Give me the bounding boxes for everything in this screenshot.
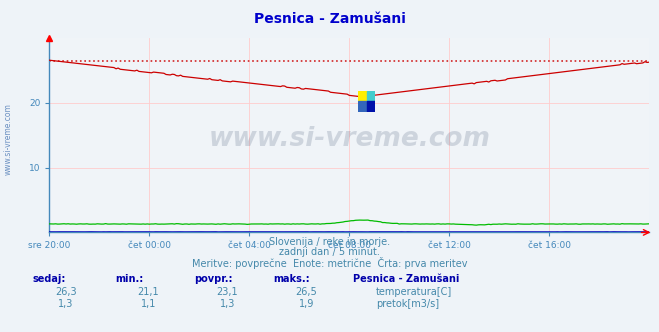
- Text: Slovenija / reke in morje.: Slovenija / reke in morje.: [269, 237, 390, 247]
- Text: 21,1: 21,1: [138, 287, 159, 297]
- Text: temperatura[C]: temperatura[C]: [376, 287, 452, 297]
- Text: www.si-vreme.com: www.si-vreme.com: [208, 126, 490, 152]
- Text: www.si-vreme.com: www.si-vreme.com: [3, 104, 13, 175]
- Text: sedaj:: sedaj:: [33, 274, 67, 284]
- Text: 26,5: 26,5: [295, 287, 318, 297]
- Text: Meritve: povprečne  Enote: metrične  Črta: prva meritev: Meritve: povprečne Enote: metrične Črta:…: [192, 257, 467, 269]
- Text: zadnji dan / 5 minut.: zadnji dan / 5 minut.: [279, 247, 380, 257]
- Text: 1,3: 1,3: [58, 299, 74, 309]
- Text: min.:: min.:: [115, 274, 144, 284]
- Text: Pesnica - Zamušani: Pesnica - Zamušani: [254, 12, 405, 26]
- Text: maks.:: maks.:: [273, 274, 310, 284]
- Bar: [358, 91, 366, 101]
- Text: 1,3: 1,3: [219, 299, 235, 309]
- Bar: [366, 91, 375, 101]
- Bar: [358, 101, 366, 112]
- Bar: [366, 101, 375, 112]
- Text: 1,1: 1,1: [140, 299, 156, 309]
- Text: 1,9: 1,9: [299, 299, 314, 309]
- Text: pretok[m3/s]: pretok[m3/s]: [376, 299, 439, 309]
- Text: 23,1: 23,1: [217, 287, 238, 297]
- Text: povpr.:: povpr.:: [194, 274, 233, 284]
- Text: Pesnica - Zamušani: Pesnica - Zamušani: [353, 274, 459, 284]
- Text: 26,3: 26,3: [55, 287, 76, 297]
